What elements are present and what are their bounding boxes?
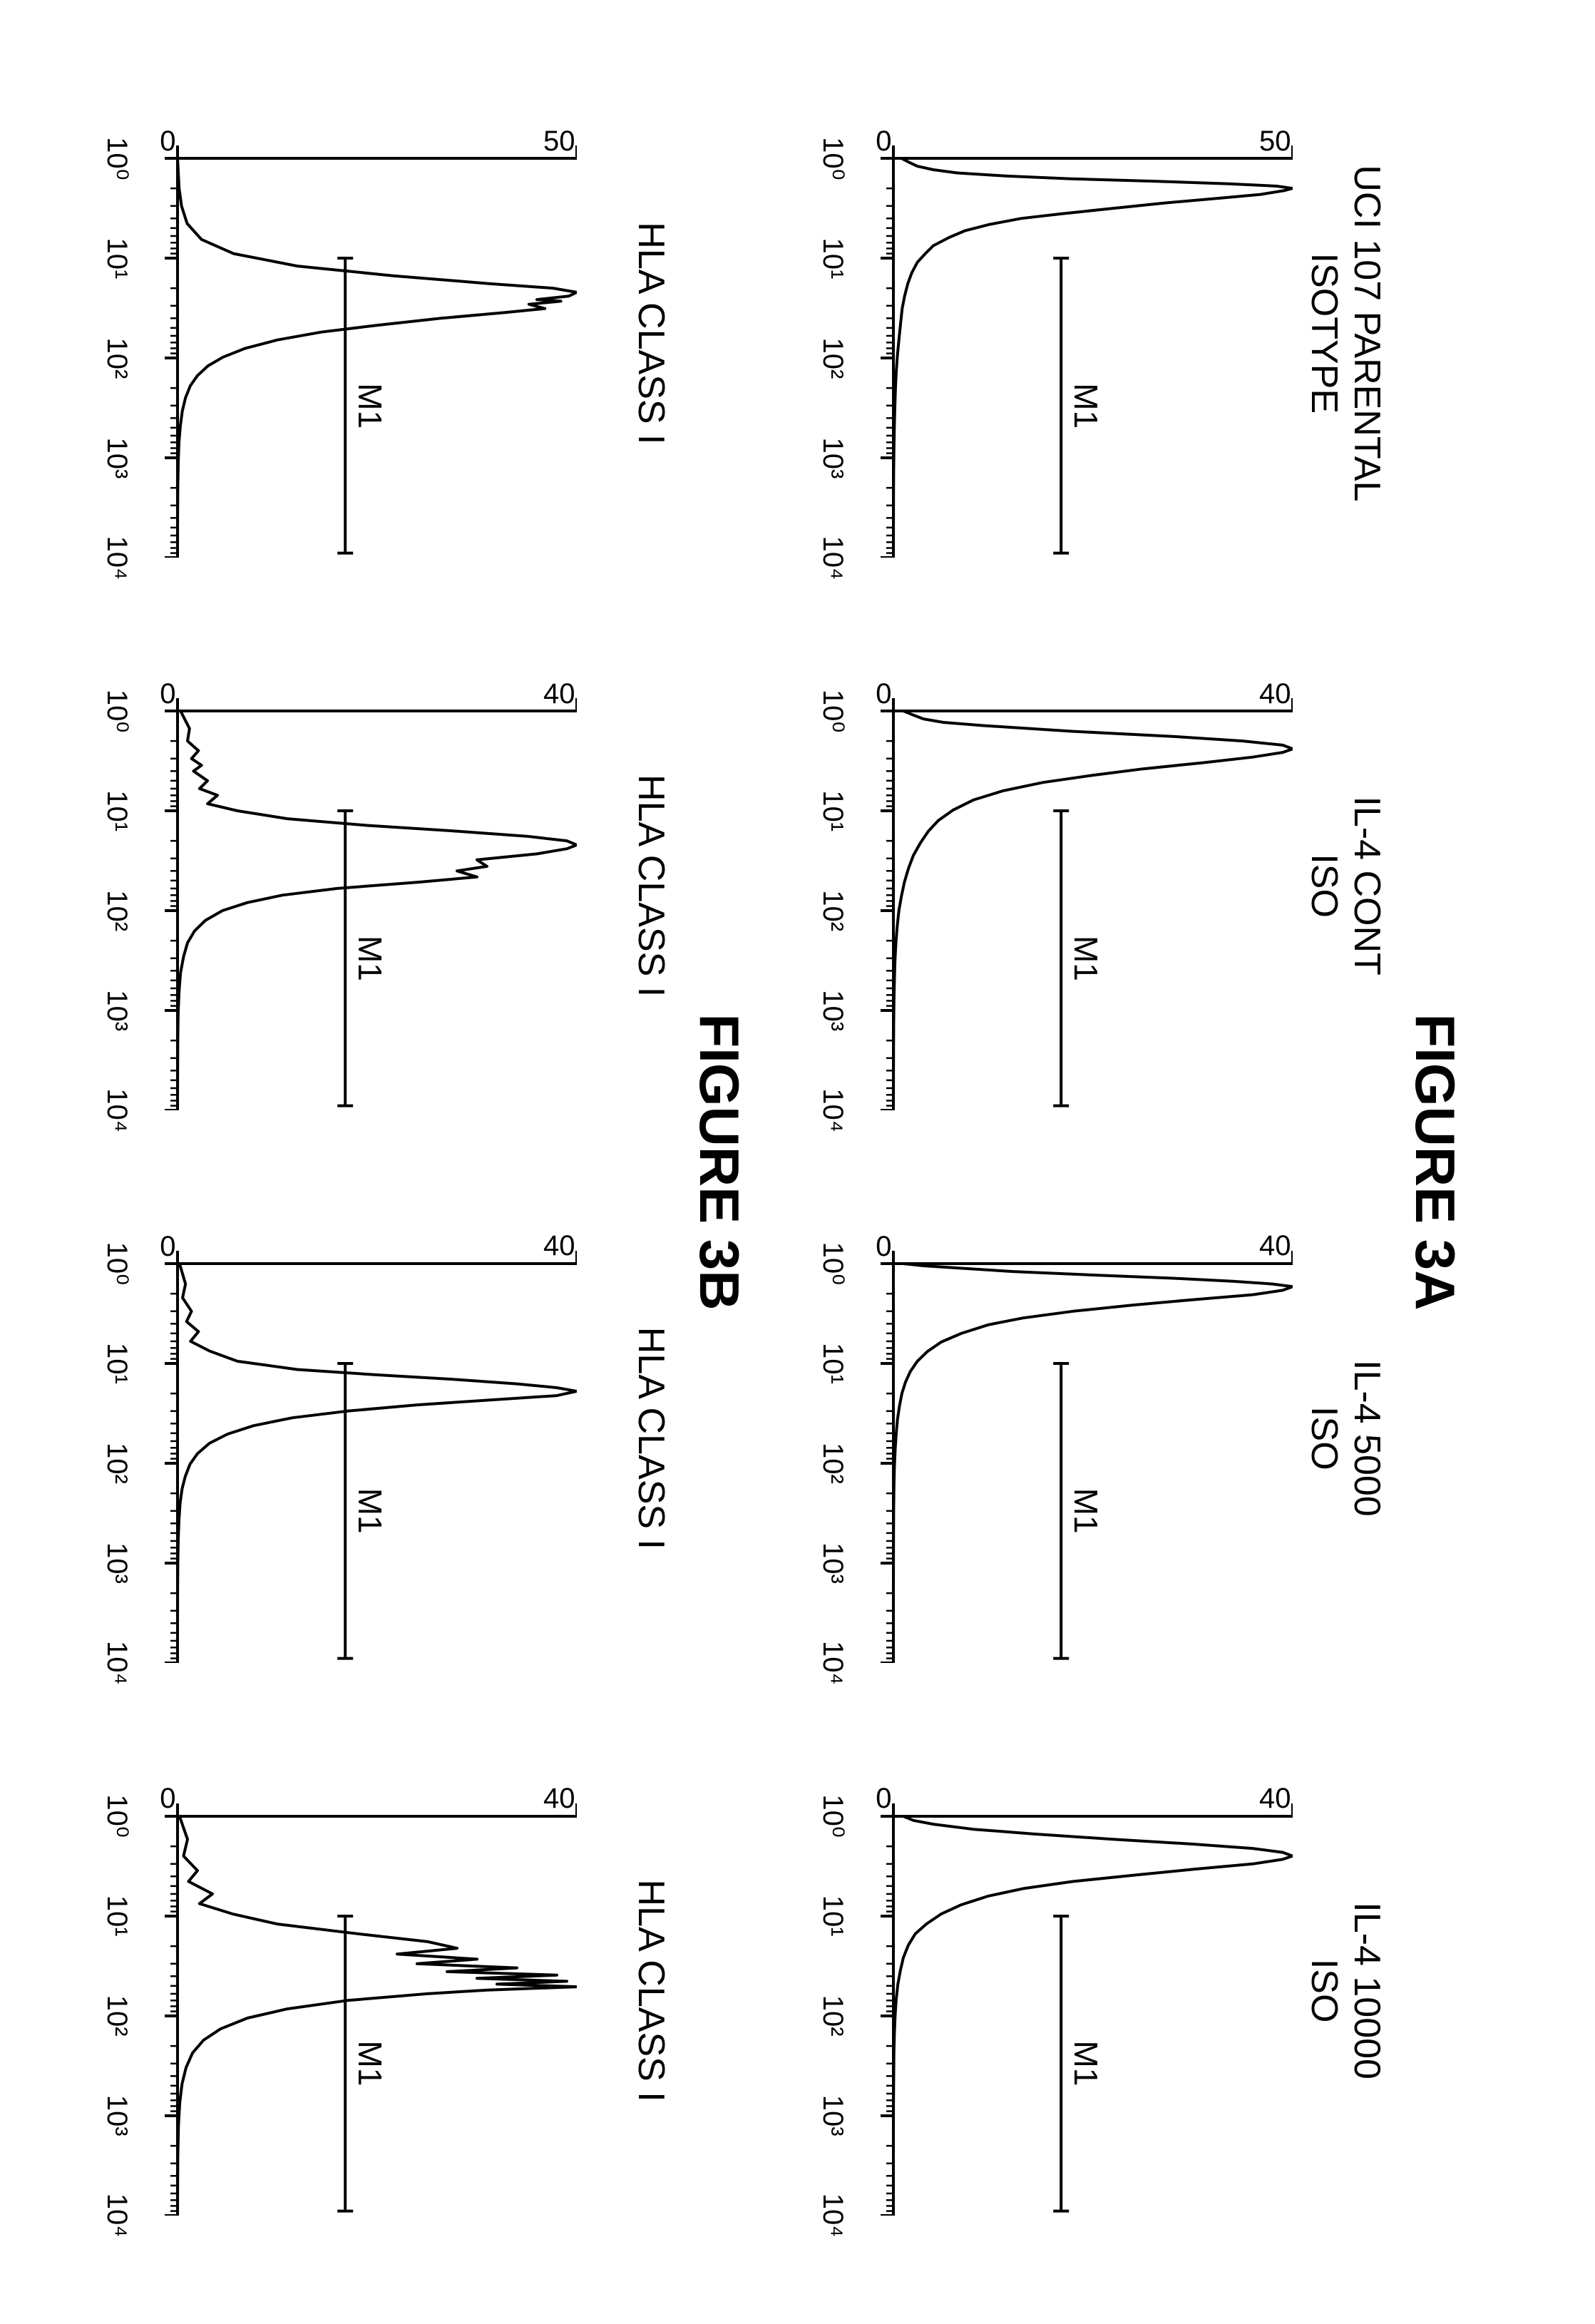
x-tick-label: 10⁴ — [101, 536, 133, 580]
m1-gate-label: M1 — [351, 2040, 389, 2086]
m1-gate-label: M1 — [1067, 383, 1105, 429]
histogram-panel: HLA CLASS I04010⁰10¹10²10³10⁴M1 — [135, 1766, 672, 2216]
y-tick-label: 40 — [543, 678, 575, 710]
figure-title: FIGURE 3B — [687, 14, 752, 2310]
x-tick-label: 10⁴ — [816, 2194, 848, 2238]
panel-title: IL-4 CONT ISO — [1303, 796, 1388, 975]
x-tick-label: 10² — [101, 1995, 133, 2037]
histogram-panel: IL-4 CONT ISO04010⁰10¹10²10³10⁴M1 — [851, 661, 1388, 1110]
rotated-figure-container: FIGURE 3AUCI 107 PARENTAL ISOTYPE 0 50 10⁰ 1… — [0, 0, 1595, 2324]
x-tick-label: 10³ — [816, 990, 848, 1031]
x-tick-label: 10² — [816, 890, 848, 931]
x-tick-label: 10² — [816, 1443, 848, 1484]
page: FIGURE 3AUCI 107 PARENTAL ISOTYPE 0 50 10⁰ 1… — [0, 0, 1595, 2324]
x-tick-label: 10¹ — [816, 237, 848, 279]
x-tick-label: 10¹ — [101, 1895, 133, 1937]
x-tick-label: 10³ — [101, 2095, 133, 2136]
plot-area: 04010⁰10¹10²10³10⁴M1 — [135, 1214, 577, 1663]
m1-gate-label: M1 — [351, 383, 389, 429]
x-tick-label: 10¹ — [101, 1343, 133, 1384]
histogram-panel: HLA CLASS I04010⁰10¹10²10³10⁴M1 — [135, 661, 672, 1110]
figure-title: FIGURE 3A — [1402, 14, 1467, 2310]
x-tick-label: 10³ — [816, 2095, 848, 2136]
x-tick-label: 10² — [101, 337, 133, 379]
plot-area: 05010⁰10¹10²10³10⁴M1 — [135, 108, 577, 558]
histogram-panel: HLA CLASS I04010⁰10¹10²10³10⁴M1 — [135, 1214, 672, 1663]
x-tick-label: 10⁰ — [101, 690, 133, 733]
x-tick-label: 10¹ — [816, 1343, 848, 1384]
x-tick-label: 10⁰ — [101, 137, 133, 180]
x-tick-label: 10³ — [816, 1542, 848, 1584]
x-tick-label: 10¹ — [816, 1895, 848, 1937]
x-tick-label: 10⁰ — [816, 1242, 849, 1286]
y-tick-label: 40 — [543, 1230, 575, 1262]
y-tick-label: 40 — [1259, 678, 1291, 710]
y-tick-label: 0 — [160, 1783, 175, 1815]
panel-row: HLA CLASS I05010⁰10¹10²10³10⁴M1HLA CLASS… — [135, 14, 672, 2310]
x-tick-label: 10⁰ — [816, 137, 849, 180]
y-tick-label: 40 — [543, 1783, 575, 1815]
panel-title: UCI 107 PARENTAL ISOTYPE — [1303, 165, 1388, 501]
x-tick-label: 10⁰ — [101, 1794, 133, 1838]
x-tick-label: 10³ — [816, 437, 848, 478]
x-tick-label: 10¹ — [101, 237, 133, 279]
x-tick-label: 10² — [816, 1995, 848, 2037]
y-tick-label: 0 — [876, 1230, 891, 1262]
m1-gate-label: M1 — [351, 936, 389, 981]
x-tick-label: 10² — [816, 337, 848, 379]
x-tick-label: 10⁴ — [101, 1088, 133, 1132]
panel-title: HLA CLASS I — [587, 1327, 672, 1550]
x-tick-label: 10⁰ — [101, 1242, 133, 1286]
y-tick-label: 50 — [543, 126, 575, 158]
m1-gate-label: M1 — [1067, 936, 1105, 981]
figure-block: FIGURE 3BHLA CLASS I05010⁰10¹10²10³10⁴M1… — [135, 14, 773, 2310]
panel-row: UCI 107 PARENTAL ISOTYPE05010⁰10¹10²10³1… — [851, 14, 1388, 2310]
m1-gate-label: M1 — [351, 1488, 389, 1534]
m1-gate-label: M1 — [1067, 2040, 1105, 2086]
histogram-panel: IL-4 10000 ISO04010⁰10¹10²10³10⁴M1 — [851, 1766, 1388, 2216]
y-tick-label: 0 — [160, 1230, 175, 1262]
x-tick-label: 10³ — [101, 990, 133, 1031]
histogram-panel: UCI 107 PARENTAL ISOTYPE05010⁰10¹10²10³1… — [851, 108, 1388, 558]
plot-area: 05010⁰10¹10²10³10⁴M1 — [851, 108, 1293, 558]
x-tick-label: 10⁴ — [816, 1641, 848, 1685]
x-tick-label: 10⁴ — [816, 1088, 848, 1132]
y-tick-label: 40 — [1259, 1783, 1291, 1815]
plot-area: 04010⁰10¹10²10³10⁴M1 — [135, 661, 577, 1110]
x-tick-label: 10⁴ — [101, 1641, 133, 1685]
x-tick-label: 10⁴ — [101, 2194, 133, 2238]
x-tick-label: 10² — [101, 890, 133, 931]
x-tick-label: 10⁴ — [816, 536, 848, 580]
y-tick-label: 0 — [160, 678, 175, 710]
histogram-panel: IL-4 5000 ISO04010⁰10¹10²10³10⁴M1 — [851, 1214, 1388, 1663]
histogram-panel: HLA CLASS I05010⁰10¹10²10³10⁴M1 — [135, 108, 672, 558]
panel-title: HLA CLASS I — [587, 1880, 672, 2102]
y-tick-label: 0 — [160, 126, 175, 158]
x-tick-label: 10⁰ — [816, 1794, 849, 1838]
x-tick-label: 10² — [101, 1443, 133, 1484]
x-tick-label: 10¹ — [101, 790, 133, 831]
panel-title: HLA CLASS I — [587, 774, 672, 997]
plot-area: 04010⁰10¹10²10³10⁴M1 — [851, 661, 1293, 1110]
figure-block: FIGURE 3AUCI 107 PARENTAL ISOTYPE05010⁰1… — [851, 14, 1489, 2310]
plot-area: 04010⁰10¹10²10³10⁴M1 — [851, 1766, 1293, 2216]
m1-gate-label: M1 — [1067, 1488, 1105, 1534]
y-tick-label: 40 — [1259, 1230, 1291, 1262]
x-tick-label: 10⁰ — [816, 690, 849, 733]
x-tick-label: 10³ — [101, 1542, 133, 1584]
panel-title: HLA CLASS I — [587, 222, 672, 444]
plot-area: 04010⁰10¹10²10³10⁴M1 — [851, 1214, 1293, 1663]
y-tick-label: 0 — [876, 1783, 891, 1815]
plot-area: 04010⁰10¹10²10³10⁴M1 — [135, 1766, 577, 2216]
panel-title: IL-4 5000 ISO — [1303, 1360, 1388, 1517]
y-tick-label: 0 — [876, 678, 891, 710]
y-tick-label: 50 — [1259, 126, 1291, 158]
panel-title: IL-4 10000 ISO — [1303, 1902, 1388, 2079]
x-tick-label: 10¹ — [816, 790, 848, 831]
y-tick-label: 0 — [876, 126, 891, 158]
x-tick-label: 10³ — [101, 437, 133, 478]
